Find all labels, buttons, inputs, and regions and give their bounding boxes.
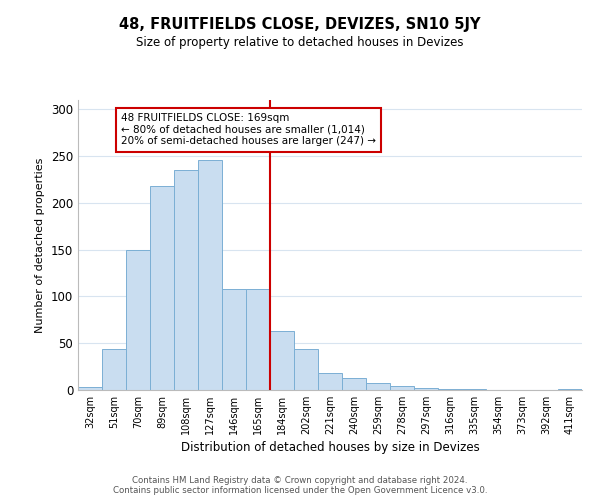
Bar <box>438 389 462 390</box>
Bar <box>366 382 390 390</box>
Bar <box>246 289 270 390</box>
Bar <box>102 349 126 390</box>
Text: Contains HM Land Registry data © Crown copyright and database right 2024.: Contains HM Land Registry data © Crown c… <box>132 476 468 485</box>
X-axis label: Distribution of detached houses by size in Devizes: Distribution of detached houses by size … <box>181 441 479 454</box>
Bar <box>78 387 102 390</box>
Bar <box>342 378 366 390</box>
Text: Size of property relative to detached houses in Devizes: Size of property relative to detached ho… <box>136 36 464 49</box>
Bar <box>318 373 342 390</box>
Bar <box>126 250 150 390</box>
Bar <box>222 289 246 390</box>
Text: 48, FRUITFIELDS CLOSE, DEVIZES, SN10 5JY: 48, FRUITFIELDS CLOSE, DEVIZES, SN10 5JY <box>119 18 481 32</box>
Bar <box>462 389 486 390</box>
Bar <box>270 331 294 390</box>
Bar <box>198 160 222 390</box>
Bar <box>150 186 174 390</box>
Text: 48 FRUITFIELDS CLOSE: 169sqm
← 80% of detached houses are smaller (1,014)
20% of: 48 FRUITFIELDS CLOSE: 169sqm ← 80% of de… <box>121 113 376 146</box>
Y-axis label: Number of detached properties: Number of detached properties <box>35 158 46 332</box>
Bar <box>558 389 582 390</box>
Bar <box>414 388 438 390</box>
Text: Contains public sector information licensed under the Open Government Licence v3: Contains public sector information licen… <box>113 486 487 495</box>
Bar <box>390 386 414 390</box>
Bar <box>174 170 198 390</box>
Bar <box>294 349 318 390</box>
